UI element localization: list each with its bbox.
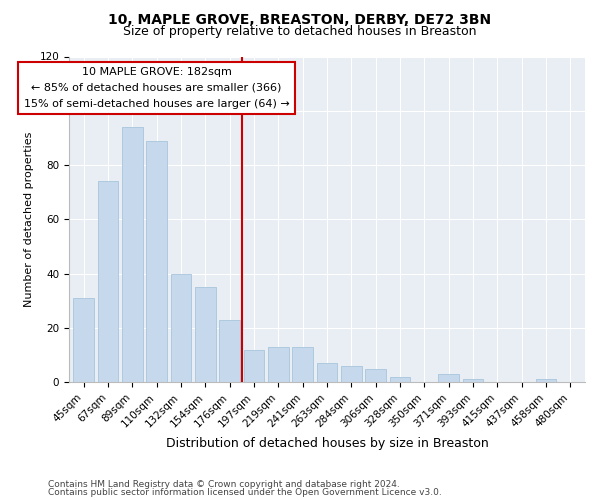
Bar <box>219 320 240 382</box>
Bar <box>195 287 215 382</box>
Bar <box>317 363 337 382</box>
X-axis label: Distribution of detached houses by size in Breaston: Distribution of detached houses by size … <box>166 437 488 450</box>
Bar <box>439 374 459 382</box>
Bar <box>122 127 143 382</box>
Bar <box>98 182 118 382</box>
Y-axis label: Number of detached properties: Number of detached properties <box>24 132 34 307</box>
Text: 10, MAPLE GROVE, BREASTON, DERBY, DE72 3BN: 10, MAPLE GROVE, BREASTON, DERBY, DE72 3… <box>109 12 491 26</box>
Bar <box>463 380 484 382</box>
Bar <box>146 140 167 382</box>
Text: Size of property relative to detached houses in Breaston: Size of property relative to detached ho… <box>123 25 477 38</box>
Bar <box>365 368 386 382</box>
Bar <box>536 380 556 382</box>
Bar <box>389 376 410 382</box>
Bar <box>292 347 313 382</box>
Bar <box>73 298 94 382</box>
Text: Contains HM Land Registry data © Crown copyright and database right 2024.: Contains HM Land Registry data © Crown c… <box>48 480 400 489</box>
Text: 10 MAPLE GROVE: 182sqm
← 85% of detached houses are smaller (366)
15% of semi-de: 10 MAPLE GROVE: 182sqm ← 85% of detached… <box>23 68 289 108</box>
Text: Contains public sector information licensed under the Open Government Licence v3: Contains public sector information licen… <box>48 488 442 497</box>
Bar <box>170 274 191 382</box>
Bar <box>341 366 362 382</box>
Bar <box>244 350 264 382</box>
Bar <box>268 347 289 382</box>
